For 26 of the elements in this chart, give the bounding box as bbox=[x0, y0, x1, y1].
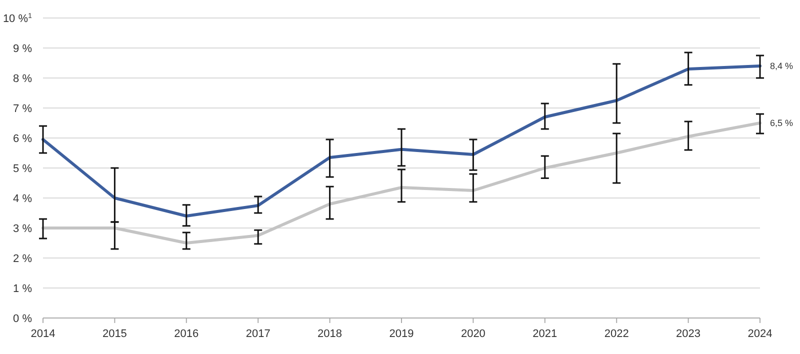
x-tick-label: 2019 bbox=[389, 328, 414, 340]
x-tick-label: 2024 bbox=[748, 328, 772, 340]
x-tick-label: 2014 bbox=[30, 328, 56, 340]
x-tick-label: 2017 bbox=[246, 328, 270, 340]
data-label: 6,5 % bbox=[770, 118, 794, 128]
y-tick-label: 3 % bbox=[13, 223, 32, 235]
data-label: 8,4 % bbox=[770, 61, 794, 71]
line-series bbox=[42, 64, 762, 218]
y-tick-label: 6 % bbox=[13, 133, 32, 145]
x-tick-label: 2022 bbox=[604, 328, 629, 340]
x-tick-label: 2023 bbox=[676, 328, 701, 340]
y-tick-label: 7 % bbox=[13, 103, 32, 115]
y-tick-label: 5 % bbox=[13, 163, 32, 175]
y-tick-label: 8 % bbox=[13, 73, 32, 85]
y-tick-label: 9 % bbox=[13, 43, 32, 55]
x-tick-label: 2020 bbox=[460, 328, 486, 340]
y-tick-label: 2 % bbox=[13, 253, 32, 265]
x-tick-label: 2018 bbox=[318, 328, 342, 340]
x-tick-label: 2015 bbox=[102, 328, 127, 340]
y-tick-label: 1 % bbox=[13, 283, 32, 295]
y-tick-label: 0 % bbox=[13, 313, 32, 325]
line-series bbox=[42, 122, 762, 244]
y-tick-label: 4 % bbox=[13, 193, 32, 205]
y-tick-label: 10 %$^{1}$ bbox=[2, 12, 32, 25]
x-tick-label: 2021 bbox=[532, 328, 558, 340]
x-tick-label: 2016 bbox=[174, 328, 199, 340]
